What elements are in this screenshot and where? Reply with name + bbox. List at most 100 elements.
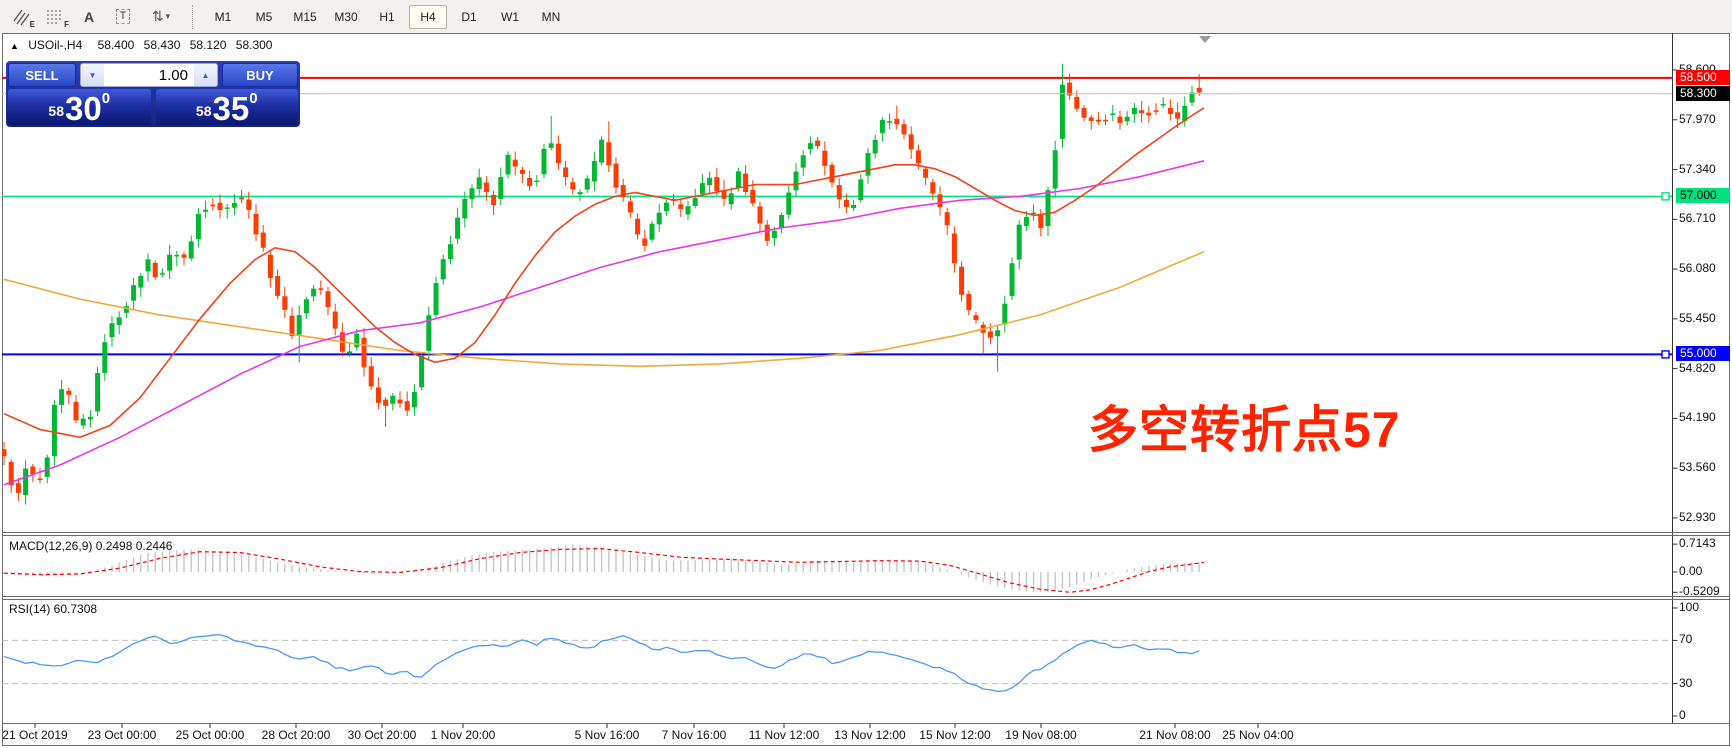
candle-body — [354, 333, 360, 348]
price-label-56.710: 56.710 — [1679, 211, 1716, 226]
buy-price-small: 58 — [195, 103, 212, 119]
rsi-axis-label-70: 70 — [1679, 632, 1693, 647]
rsi-label: RSI(14) 60.7308 — [9, 602, 98, 616]
candle-body — [1052, 150, 1058, 189]
symbol-header: ▲ USOil-,H4 58.400 58.430 58.120 58.300 — [10, 38, 278, 52]
candle-body — [800, 155, 806, 168]
time-label-13-Nov-12-00: 13 Nov 12:00 — [834, 728, 906, 742]
candle-body — [707, 177, 713, 186]
candle-body — [750, 189, 756, 204]
timeframe-D1[interactable]: D1 — [461, 9, 477, 24]
candle-body — [843, 200, 849, 207]
time-label-5-Nov-16-00: 5 Nov 16:00 — [574, 728, 640, 742]
sell-price-box[interactable]: 58 30 0 — [8, 89, 151, 125]
chart-frame — [2, 33, 1730, 728]
timeframe-M1[interactable]: M1 — [214, 9, 232, 24]
time-label-30-Oct-20-00: 30 Oct 20:00 — [347, 728, 417, 742]
sell-price-sup: 0 — [101, 90, 111, 107]
candle-body — [865, 153, 871, 176]
candle-body — [102, 342, 108, 373]
text-label-icon[interactable]: A — [74, 5, 104, 29]
time-label-25-Nov-04-00: 25 Nov 04:00 — [1222, 728, 1294, 742]
timeframe-M30[interactable]: M30 — [334, 9, 358, 24]
volume-increase-button[interactable]: ▲ — [194, 64, 217, 86]
candle-body — [685, 206, 691, 215]
buy-price-big: 35 — [212, 89, 250, 127]
time-label-19-Nov-08-00: 19 Nov 08:00 — [1005, 728, 1077, 742]
candle-body — [59, 389, 65, 405]
sell-button[interactable]: SELL — [8, 63, 76, 87]
timeframe-W1[interactable]: W1 — [501, 9, 519, 24]
candle-body — [1031, 212, 1037, 215]
candle-body — [1038, 214, 1044, 229]
volume-input[interactable] — [104, 64, 194, 86]
candle-body — [1023, 217, 1029, 227]
candle-body — [915, 150, 921, 164]
timeframe-bar: M1 M5 M15 M30 H1 H4 D1 W1 MN — [204, 4, 573, 29]
candle-body — [325, 291, 331, 308]
candle-body — [1088, 117, 1094, 122]
candle-body — [966, 293, 972, 311]
candle-body — [1153, 110, 1159, 112]
candle-body — [1110, 113, 1116, 116]
sell-price-big: 30 — [65, 89, 102, 127]
candle-body — [822, 150, 828, 166]
timeframe-MN[interactable]: MN — [541, 9, 561, 24]
chart-shift-marker-icon[interactable] — [1199, 36, 1211, 43]
candle-body — [728, 193, 734, 205]
candle-body — [159, 273, 165, 275]
candle-body — [1009, 263, 1015, 296]
candle-body — [534, 180, 540, 183]
line-handle[interactable] — [1661, 192, 1670, 201]
text-box-icon[interactable]: T — [108, 5, 138, 29]
timeframe-H4[interactable]: H4 — [409, 4, 447, 29]
candle-body — [894, 118, 900, 125]
candle-body — [555, 143, 561, 164]
timeframe-M15[interactable]: M15 — [293, 9, 317, 24]
price-label-53.560: 53.560 — [1679, 460, 1716, 475]
timeframe-H1[interactable]: H1 — [379, 9, 395, 24]
chart-text-annotation[interactable]: 多空转折点57 — [1088, 402, 1401, 458]
collapse-arrow-icon[interactable]: ▲ — [10, 41, 19, 51]
candle-body — [1160, 103, 1166, 106]
buy-price-box[interactable]: 58 35 0 — [155, 89, 298, 127]
dropdown-caret-icon[interactable]: ▾ — [165, 11, 171, 21]
symbol-name: USOil-,H4 — [28, 38, 83, 52]
rsi-axis-label-0: 0 — [1679, 708, 1686, 722]
candle-body — [771, 230, 777, 239]
rsi-line — [3, 634, 1200, 692]
fibonacci-icon[interactable]: F — [40, 5, 70, 29]
candle-body — [1124, 116, 1130, 122]
arrows-icon[interactable]: ⇅ ▾ — [142, 5, 180, 29]
candle-body — [505, 154, 511, 175]
volume-decrease-button[interactable]: ▼ — [81, 64, 104, 86]
price-badge-58.500: 58.500 — [1676, 69, 1730, 85]
candle-body — [375, 387, 381, 403]
candle-body — [239, 197, 245, 200]
volume-control: ▼ ▲ — [80, 63, 218, 87]
candle-body — [383, 399, 389, 406]
candle-body — [195, 213, 201, 240]
macd-pane — [3, 544, 1205, 593]
candle-body — [1182, 105, 1188, 121]
candle-body — [23, 468, 29, 496]
buy-button[interactable]: BUY — [222, 63, 298, 87]
timeframe-M5[interactable]: M5 — [255, 9, 273, 24]
candle-body — [743, 173, 749, 192]
candle-body — [260, 232, 266, 248]
candle-body — [87, 416, 93, 420]
candle-body — [483, 182, 489, 192]
chart-canvas[interactable] — [2, 33, 1730, 746]
candle-body — [973, 315, 979, 321]
candle-body — [548, 143, 554, 148]
candle-body — [275, 275, 281, 296]
candle-body — [642, 238, 648, 246]
candle-body — [1002, 303, 1008, 325]
equidistant-channel-icon[interactable]: E — [6, 5, 36, 29]
candle-body — [1167, 107, 1173, 114]
candle-body — [66, 390, 72, 395]
time-label-21-Nov-08-00: 21 Nov 08:00 — [1139, 728, 1211, 742]
candle-body — [793, 171, 799, 191]
line-handle[interactable] — [1661, 350, 1670, 359]
